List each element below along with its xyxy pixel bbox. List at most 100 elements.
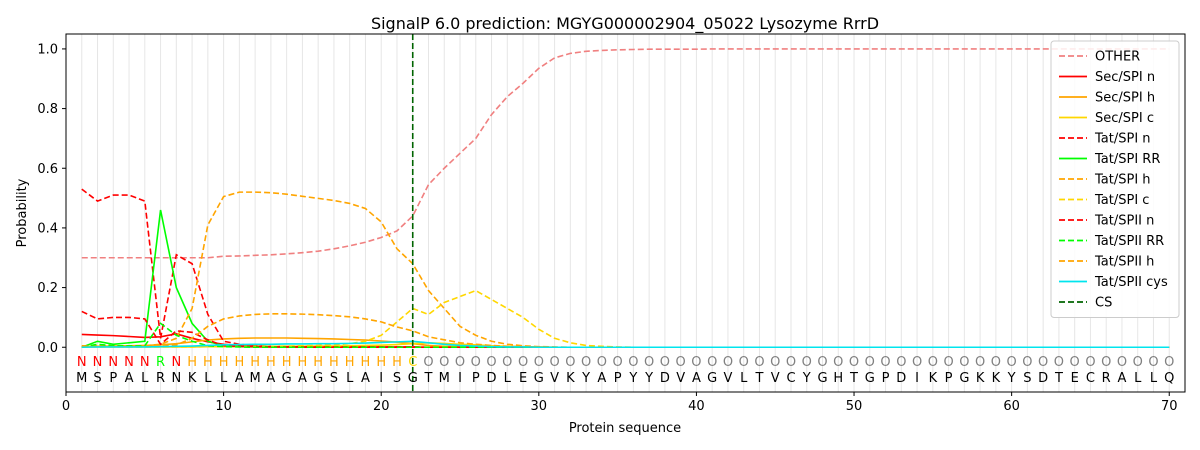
residue-label: G [865,371,875,386]
residue-label: L [220,371,228,386]
residue-label: T [754,371,763,386]
x-tick-label: 30 [531,399,548,414]
legend-label: OTHER [1095,50,1140,65]
x-tick-label: 40 [688,399,705,414]
region-label: H [361,355,371,370]
x-tick-label: 70 [1161,399,1178,414]
y-tick-label: 0.8 [37,102,58,117]
region-label: H [376,355,386,370]
residue-label: D [896,371,906,386]
legend-label: CS [1095,296,1112,311]
region-label: O [1117,355,1127,370]
grid [81,34,1170,392]
region-label: O [975,355,985,370]
residue-label: A [235,371,244,386]
region-label: O [865,355,875,370]
residue-label: T [849,371,858,386]
chart-title: SignalP 6.0 prediction: MGYG000002904_05… [371,14,879,34]
residue-label: A [361,371,370,386]
region-label: O [1022,355,1032,370]
region-label: O [1085,355,1095,370]
residue-label: D [1038,371,1048,386]
region-label: O [928,355,938,370]
residue-label: A [1118,371,1127,386]
region-label: O [817,355,827,370]
x-axis-label: Protein sequence [569,421,681,436]
residue-label: C [786,371,795,386]
region-label: O [896,355,906,370]
residue-label: K [976,371,985,386]
y-tick-label: 0.4 [37,221,58,236]
residue-label: G [534,371,544,386]
residue-label: P [945,371,953,386]
residue-label: V [771,371,780,386]
residue-label: K [566,371,575,386]
region-label: O [849,355,859,370]
residue-label: A [298,371,307,386]
legend-label: Tat/SPI h [1094,173,1151,188]
region-label: O [802,355,812,370]
region-label: O [691,355,701,370]
region-label: N [124,355,134,370]
residue-label: Y [628,371,637,386]
residue-label: G [408,371,418,386]
region-label: H [313,355,323,370]
residue-label: S [1023,371,1031,386]
residue-label: M [76,371,87,386]
residue-label: M [250,371,261,386]
legend-label: Sec/SPI h [1095,91,1155,106]
region-label: O [486,355,496,370]
region-label: O [991,355,1001,370]
residue-label: N [171,371,181,386]
residue-label: L [504,371,512,386]
residue-label: L [346,371,354,386]
region-label: O [660,355,670,370]
region-label: N [77,355,87,370]
region-label: O [943,355,953,370]
series-layer [81,48,1170,349]
region-label: O [518,355,528,370]
residue-label: A [266,371,275,386]
series-line-tat-spi-rr [81,209,1170,349]
y-tick-label: 1.0 [37,42,58,57]
x-tick-label: 10 [215,399,232,414]
region-label: C [408,355,417,370]
region-label: O [423,355,433,370]
region-label: H [219,355,229,370]
region-label: O [1054,355,1064,370]
region-label: O [1148,355,1158,370]
region-label: N [93,355,103,370]
region-label: R [156,355,165,370]
region-label: N [108,355,118,370]
y-tick-label: 0.2 [37,281,58,296]
residue-label: D [487,371,497,386]
region-label: H [392,355,402,370]
legend-label: Tat/SPI RR [1094,152,1160,167]
residue-label: A [125,371,134,386]
legend-label: Tat/SPII n [1094,214,1154,229]
legend: OTHER Sec/SPI n Sec/SPI h Sec/SPI c Tat/SPI … [1050,40,1180,318]
residue-label: R [1102,371,1111,386]
region-label: O [471,355,481,370]
region-label: O [1038,355,1048,370]
residue-label: E [1071,371,1079,386]
residue-label: T [424,371,433,386]
residue-label: K [992,371,1001,386]
residue-label: S [330,371,338,386]
region-label: O [565,355,575,370]
residue-label: L [1150,371,1158,386]
x-tick-label: 20 [373,399,390,414]
residue-label: Y [1007,371,1016,386]
region-label: H [345,355,355,370]
region-label: H [266,355,276,370]
region-label: O [723,355,733,370]
region-label: N [171,355,181,370]
residue-label: L [1134,371,1142,386]
residue-label: Y [802,371,811,386]
region-label: O [644,355,654,370]
residue-label: C [1086,371,1095,386]
residue-label: T [1054,371,1063,386]
sequence-labels: MNSNPNANLNRRNNKHLHLHAHMHAHGHAHGHSHLHAHIH… [76,355,1174,386]
series-line-tat-spi-n [81,188,1170,349]
region-label: N [140,355,150,370]
